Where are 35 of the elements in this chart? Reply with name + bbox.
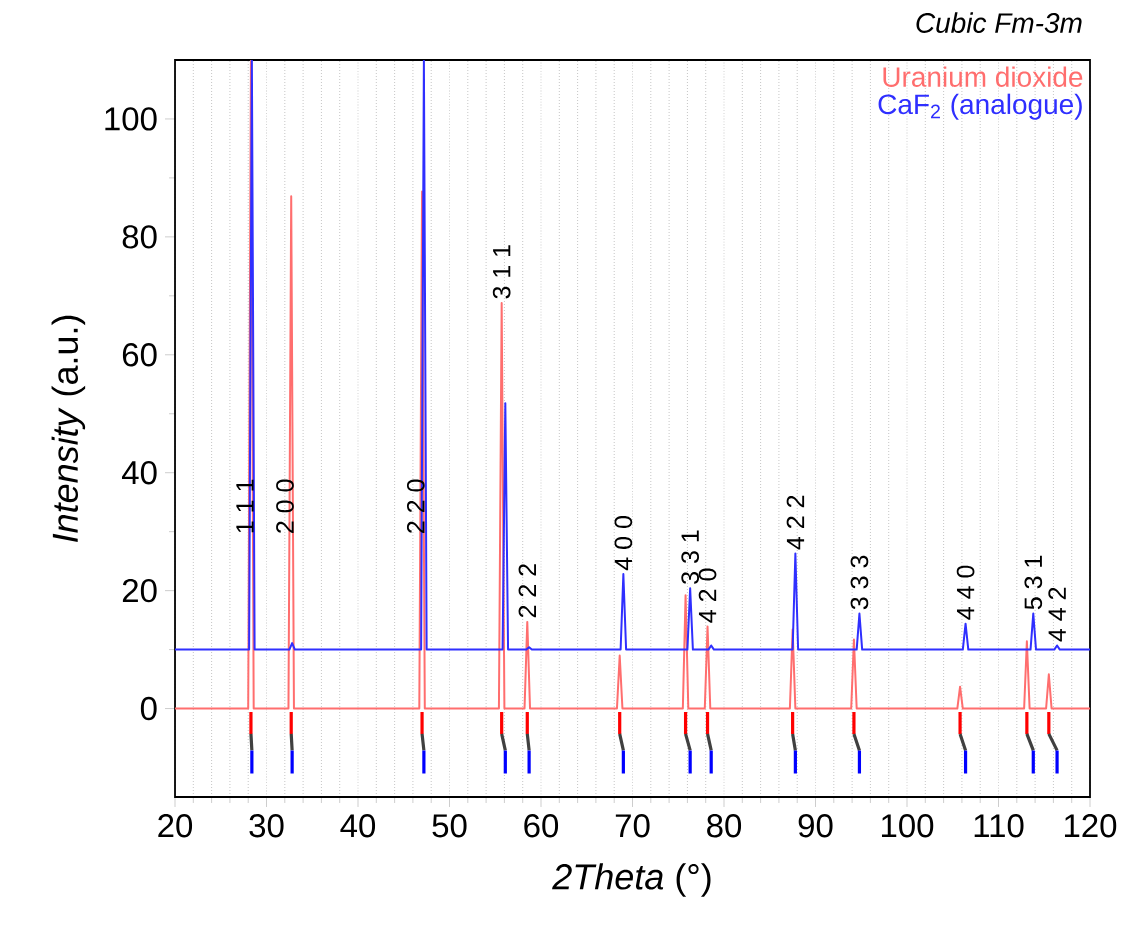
x-tick-label: 80 [707,814,742,838]
x-tick-label: 110 [974,814,1024,838]
annotation: 3 3 1 [681,530,700,584]
x-tick-label: 40 [340,814,376,838]
x-tick-label: 90 [798,814,833,838]
annotation: 4 4 2 [1048,587,1066,642]
annotation: 4 4 0 [956,565,975,620]
chart-title: Cubic Fm-3m [916,12,1082,33]
y-axis-title: Intensity (a.u.) [51,315,86,543]
annotation: 3 1 1 [492,245,511,299]
x-tick-label: 30 [249,814,284,838]
x-tick-label: 70 [615,814,650,838]
y-tick-label: 60 [122,343,157,367]
y-tick-label: 40 [121,461,157,485]
y-tick-label: 0 [140,696,157,721]
annotation: 4 2 2 [786,495,805,550]
annotation: 2 2 2 [518,564,537,618]
x-tick-label: 50 [432,814,467,838]
x-tick-label: 100 [881,814,934,838]
text: CaF$_{2}$ (analogue) [878,93,1082,120]
annotation: 1 1 1 [236,479,254,533]
text: Uranium dioxide [883,66,1083,87]
annotation: 2 2 0 [406,479,425,533]
annotation: 4 2 0 [698,568,717,623]
annotation: 5 3 1 [1024,555,1043,610]
x-axis-title: 2Theta (°) [552,863,711,897]
y-tick-label: 20 [122,578,157,603]
x-tick-label: 120 [1064,814,1117,838]
annotation: 4 0 0 [614,516,633,571]
annotation: 3 3 3 [850,555,869,610]
y-tick-label: 100 [105,107,157,131]
y-tick-label: 80 [122,225,157,249]
annotation: 2 0 0 [276,479,294,533]
x-tick-label: 20 [158,814,193,838]
x-tick-label: 60 [524,814,559,838]
